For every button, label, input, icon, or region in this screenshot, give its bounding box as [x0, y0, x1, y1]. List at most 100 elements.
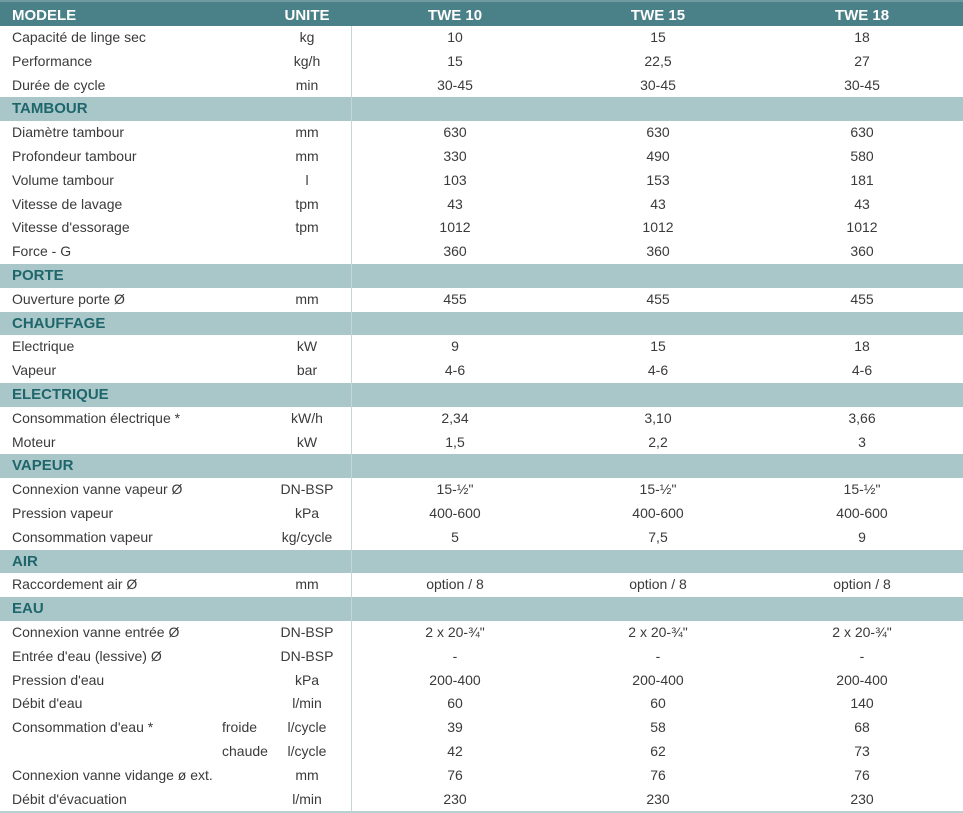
- value-model-3: 15-½": [843, 481, 881, 498]
- section-header: VAPEUR: [0, 454, 963, 479]
- value-model-2: -: [655, 647, 661, 664]
- value-model-1: 10: [447, 29, 463, 45]
- value-model-2: 1012: [642, 219, 674, 236]
- row-unit: min: [295, 76, 319, 93]
- value-model-1: 43: [447, 195, 463, 212]
- row-unit: kW: [296, 433, 318, 450]
- header-model-1: TWE 10: [427, 7, 483, 24]
- table-row: Connexion vanne vapeur Ø DN-BSP 15-½" 15-½"…: [0, 478, 963, 502]
- table-row: Moteur kW 1,5 2,2 3: [0, 431, 963, 455]
- row-label: Pression vapeur: [12, 504, 114, 521]
- section-title: AIR: [12, 552, 38, 570]
- value-model-1: 60: [447, 695, 463, 712]
- row-unit: mm: [295, 290, 319, 307]
- value-model-2: 22,5: [644, 52, 672, 69]
- value-model-3: 200-400: [836, 671, 888, 688]
- row-unit: bar: [296, 362, 318, 379]
- value-model-3: 360: [850, 243, 874, 260]
- value-model-3: 73: [854, 742, 870, 759]
- section-title: PORTE: [12, 266, 64, 284]
- header-model: MODELE: [12, 7, 77, 24]
- table-row: Durée de cycle min 30-45 30-45 30-45: [0, 74, 963, 98]
- value-model-1: 1,5: [445, 433, 465, 450]
- value-model-1: 4-6: [444, 362, 466, 379]
- section-title: CHAUFFAGE: [12, 314, 106, 332]
- row-label: Consommation électrique *: [12, 409, 181, 426]
- value-model-2: 360: [646, 243, 670, 260]
- value-model-3: 3,66: [848, 409, 876, 426]
- row-label: Débit d'évacuation: [12, 790, 127, 807]
- value-model-1: 2,34: [441, 409, 469, 426]
- value-model-1: 103: [443, 171, 467, 188]
- value-model-3: 455: [850, 290, 874, 307]
- value-model-3: option / 8: [833, 576, 891, 593]
- row-unit: mm: [295, 124, 319, 141]
- value-model-2: 76: [650, 766, 666, 783]
- header-model-2: TWE 15: [630, 7, 686, 24]
- table-row: chaude l/cycle 42 62 73: [0, 740, 963, 764]
- value-model-1: 200-400: [429, 671, 481, 688]
- row-label: Moteur: [12, 433, 56, 450]
- value-model-2: 400-600: [632, 504, 684, 521]
- table-row: Vitesse de lavage tpm 43 43 43: [0, 193, 963, 217]
- row-label: Force - G: [12, 243, 72, 260]
- value-model-2: 60: [650, 695, 666, 712]
- table-row: Capacité de linge sec kg 10 15 18: [0, 26, 963, 50]
- value-model-2: 490: [646, 147, 670, 164]
- header-model-3: TWE 18: [834, 7, 890, 24]
- value-model-2: 15: [650, 29, 666, 45]
- value-model-2: 7,5: [648, 528, 668, 545]
- value-model-3: 27: [854, 52, 870, 69]
- row-unit: DN-BSP: [280, 481, 334, 498]
- table-body: Capacité de linge sec kg 10 15 18 Performance…: [0, 26, 963, 811]
- row-label: Entrée d'eau (lessive) Ø: [12, 647, 162, 664]
- table-row: Profondeur tambour mm 330 490 580: [0, 145, 963, 169]
- value-model-3: 2 x 20-¾": [832, 623, 892, 640]
- value-model-2: 630: [646, 124, 670, 141]
- value-model-2: 15: [650, 338, 666, 355]
- value-model-3: 230: [850, 790, 874, 807]
- table-row: Consommation d'eau * froide l/cycle 39 58 68: [0, 716, 963, 740]
- row-sublabel: froide: [222, 719, 258, 736]
- value-model-3: 30-45: [844, 76, 880, 93]
- section-header: PORTE: [0, 263, 963, 288]
- table-row: Diamètre tambour mm 630 630 630: [0, 121, 963, 145]
- row-unit: tpm: [295, 219, 319, 236]
- row-label: Vitesse d'essorage: [12, 219, 130, 236]
- row-label: Durée de cycle: [12, 76, 106, 93]
- row-unit: mm: [295, 147, 319, 164]
- table-row: Vitesse d'essorage tpm 1012 1012 1012: [0, 216, 963, 240]
- value-model-2: 62: [650, 742, 666, 759]
- row-label: Profondeur tambour: [12, 147, 137, 164]
- row-unit: mm: [295, 576, 319, 593]
- section-header: EAU: [0, 597, 963, 621]
- table-row: Connexion vanne vidange ø ext. mm 76 76 76: [0, 764, 963, 788]
- value-model-3: 580: [850, 147, 874, 164]
- value-model-3: 400-600: [836, 504, 888, 521]
- value-model-1: 360: [443, 243, 467, 260]
- row-unit: kW/h: [291, 409, 323, 426]
- value-model-3: 18: [854, 29, 870, 45]
- row-unit: l: [305, 171, 309, 188]
- value-model-3: 4-6: [851, 362, 873, 379]
- value-model-1: 400-600: [429, 504, 481, 521]
- value-model-2: 455: [646, 290, 670, 307]
- value-model-2: 2,2: [648, 433, 668, 450]
- table-row: Electrique kW 9 15 18: [0, 335, 963, 359]
- section-title: ELECTRIQUE: [12, 385, 109, 403]
- value-model-2: 43: [650, 195, 666, 212]
- value-model-2: 2 x 20-¾": [628, 623, 688, 640]
- table-row: Consommation électrique * kW/h 2,34 3,10 3,6…: [0, 407, 963, 431]
- section-title: VAPEUR: [12, 457, 74, 475]
- value-model-1: 630: [443, 124, 467, 141]
- row-label: Consommation vapeur: [12, 528, 153, 545]
- value-model-3: 181: [850, 171, 874, 188]
- section-title: TAMBOUR: [12, 100, 88, 118]
- value-model-1: 9: [451, 338, 459, 355]
- value-model-3: -: [859, 647, 865, 664]
- header-row: MODELE UNITE TWE 10 TWE 15 TWE 18: [0, 0, 963, 26]
- row-label: Débit d'eau: [12, 695, 83, 712]
- table-row: Pression d'eau kPa 200-400 200-400 200-400: [0, 669, 963, 693]
- value-model-1: 30-45: [437, 76, 473, 93]
